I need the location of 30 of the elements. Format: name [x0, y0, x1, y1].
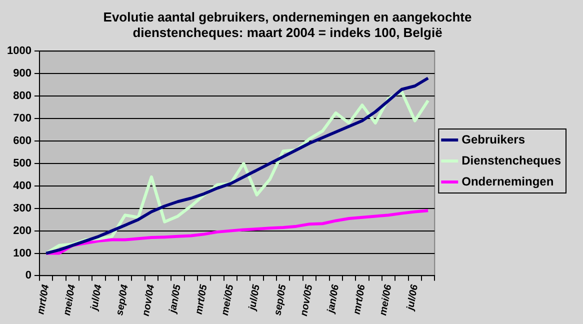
x-tick-label: jul/06	[404, 283, 421, 313]
x-tick-label: mrt/05	[194, 283, 210, 316]
x-tick-label: sep/04	[114, 283, 131, 316]
y-tick-label: 100	[13, 247, 32, 260]
y-tick-label: 700	[13, 112, 32, 125]
x-tick-label: jul/04	[88, 283, 104, 313]
y-tick-label: 0	[25, 270, 32, 282]
x-tick-label: jan/06	[325, 283, 342, 316]
x-tick-label: mrt/06	[352, 283, 368, 316]
x-tick-label: nov/04	[140, 283, 158, 317]
chart-title: Evolutie aantal gebruikers, ondernemingen en aangekochte dienstencheques: maart 2004 = indeks 100, België	[103, 9, 472, 40]
y-tick-label: 400	[13, 180, 32, 192]
y-tick-label: 200	[13, 224, 32, 237]
x-tick-label: jul/05	[246, 283, 263, 313]
y-tick-label: 600	[13, 135, 32, 148]
x-tick-label: mei/04	[62, 283, 78, 316]
x-tick-label: mei/06	[378, 283, 394, 316]
x-tick-label: mrt/04	[36, 283, 52, 316]
y-tick-label: 500	[13, 157, 32, 170]
y-tick-label: 1000	[6, 45, 32, 58]
legend-label: Dienstencheques	[462, 153, 562, 168]
x-tick-label: jan/05	[167, 283, 184, 316]
y-tick-label: 900	[13, 68, 32, 80]
y-tick-label: 300	[13, 202, 32, 214]
x-tick-label: nov/05	[298, 283, 316, 317]
legend-label: Gebruikers	[462, 132, 526, 146]
y-tick-label: 800	[13, 90, 32, 102]
x-tick-label: sep/05	[272, 283, 289, 316]
legend-label: Ondernemingen	[462, 174, 554, 188]
x-tick-label: mei/05	[220, 283, 236, 316]
